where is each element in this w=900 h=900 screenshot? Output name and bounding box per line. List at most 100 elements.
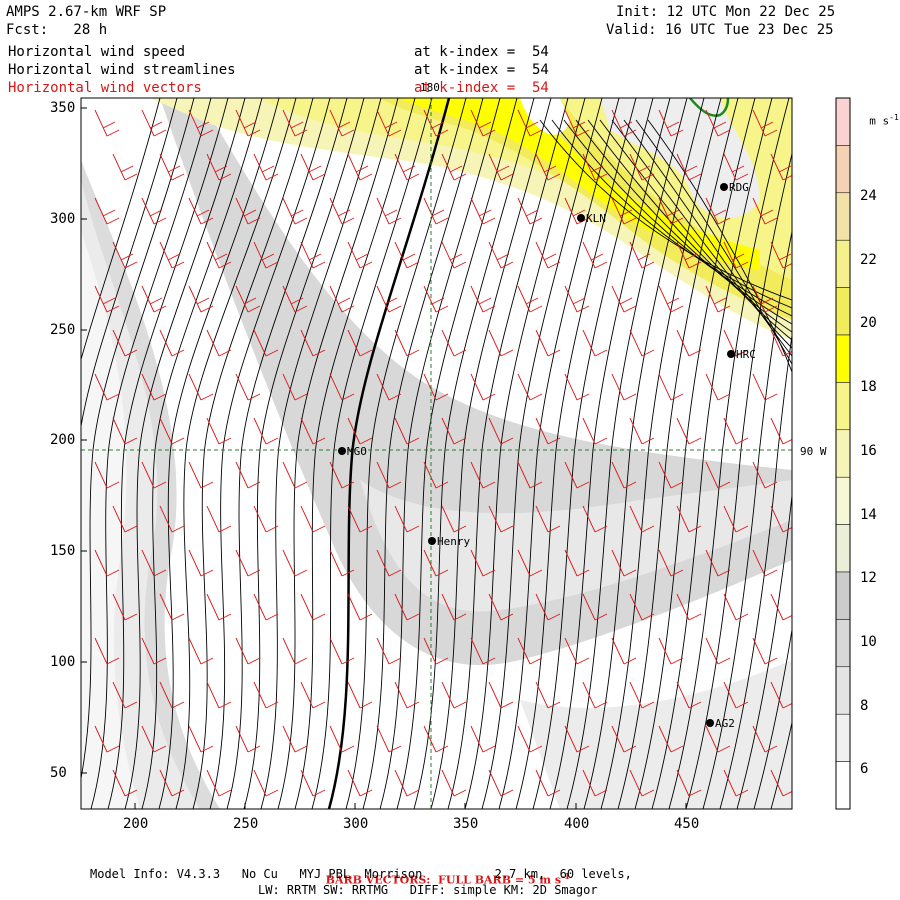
wind-barb: [441, 153, 467, 181]
wind-barb: [658, 725, 684, 753]
colorbar-label: 18: [860, 379, 877, 396]
wind-barb: [282, 285, 308, 313]
wind-barb: [394, 241, 420, 269]
wind-barb: [752, 637, 778, 665]
wind-barb: [376, 285, 402, 313]
wind-barb: [752, 109, 778, 137]
colorbar-swatch: [835, 192, 851, 241]
wind-barb: [206, 153, 232, 181]
wind-barb: [188, 549, 214, 577]
wind-barb: [282, 549, 308, 577]
wind-barb: [329, 725, 355, 753]
wind-barb: [347, 681, 373, 709]
wind-barb: [300, 241, 326, 269]
right-longitude-label: 90 W: [800, 445, 827, 458]
axis-ticks: [81, 107, 687, 809]
model-info: Model Info: V4.3.3 No Cu MYJ PBL Morriso…: [90, 867, 632, 881]
wind-barb: [282, 725, 308, 753]
wind-barb: [611, 461, 637, 489]
wind-barb: [658, 285, 684, 313]
wind-barb: [582, 769, 608, 797]
wind-barb: [564, 725, 590, 753]
wind-barb: [94, 549, 120, 577]
wind-barb: [470, 373, 496, 401]
wind-barb: [253, 153, 279, 181]
wind-barb: [188, 725, 214, 753]
wind-barb: [658, 461, 684, 489]
wind-barb: [770, 505, 792, 533]
wind-barb: [206, 593, 232, 621]
wind-barb: [441, 769, 467, 797]
x-tick-label: 400: [564, 816, 590, 832]
wind-barb: [112, 241, 138, 269]
wind-barb: [611, 197, 637, 225]
wind-barb: [752, 461, 778, 489]
init-time: Init: 12 UTC Mon 22 Dec 25: [616, 4, 836, 20]
streamline: [736, 491, 792, 809]
wind-barb: [441, 593, 467, 621]
wind-barb: [582, 241, 608, 269]
wind-barb: [394, 505, 420, 533]
wind-barb: [752, 197, 778, 225]
wind-barb: [188, 373, 214, 401]
wind-barb: [629, 593, 655, 621]
wind-barb: [94, 725, 120, 753]
station-dot: [428, 537, 436, 545]
field-k-vectors: at k-index = 54: [414, 80, 549, 96]
wind-barb: [723, 593, 749, 621]
map-area: [81, 98, 792, 809]
wind-barb: [488, 505, 514, 533]
wind-barb: [329, 109, 355, 137]
wind-barb: [188, 461, 214, 489]
wind-barb: [441, 681, 467, 709]
streamline: [81, 98, 195, 781]
station-dot: [727, 350, 735, 358]
barb-legend: BARB VECTORS: FULL BARB = 5 m s-1: [325, 871, 570, 887]
wind-barb: [770, 153, 792, 181]
wind-barb: [705, 637, 731, 665]
streamline: [81, 98, 178, 429]
wind-barb: [470, 637, 496, 665]
wind-barb: [488, 417, 514, 445]
wind-barb: [282, 373, 308, 401]
x-tick-label: 450: [674, 816, 700, 832]
station-label: RDG: [729, 181, 749, 194]
wind-barb: [423, 549, 449, 577]
wind-barb: [141, 373, 167, 401]
streamline: [515, 98, 637, 809]
wind-barb: [517, 285, 543, 313]
wind-barb: [188, 109, 214, 137]
wind-barb: [394, 417, 420, 445]
wind-barb: [188, 197, 214, 225]
wind-barb: [611, 285, 637, 313]
wind-barb: [141, 549, 167, 577]
wind-barb: [517, 461, 543, 489]
wind-barb: [423, 637, 449, 665]
wind-barb: [770, 241, 792, 269]
colorbar-unit: m s-1: [869, 113, 899, 128]
wind-barb: [235, 285, 261, 313]
wind-barb: [705, 549, 731, 577]
streamline: [623, 119, 792, 357]
wind-barb: [723, 505, 749, 533]
wind-barb: [582, 417, 608, 445]
station-label: Henry: [437, 535, 471, 548]
wind-barb: [112, 681, 138, 709]
wind-barb: [629, 329, 655, 357]
wind-barb: [394, 593, 420, 621]
wind-barb: [159, 241, 185, 269]
wind-barb: [470, 725, 496, 753]
wind-barb: [629, 417, 655, 445]
wind-barb: [376, 109, 402, 137]
wind-barb: [658, 549, 684, 577]
wind-barb: [329, 285, 355, 313]
colorbar-label: 6: [860, 761, 869, 778]
field-k-speed: at k-index = 54: [414, 44, 549, 60]
wind-barb: [300, 417, 326, 445]
wind-barb: [112, 505, 138, 533]
streamline: [647, 119, 792, 373]
wind-barb: [206, 417, 232, 445]
wind-barb: [535, 505, 561, 533]
wind-barb: [470, 285, 496, 313]
colorbar-swatch: [835, 287, 851, 336]
